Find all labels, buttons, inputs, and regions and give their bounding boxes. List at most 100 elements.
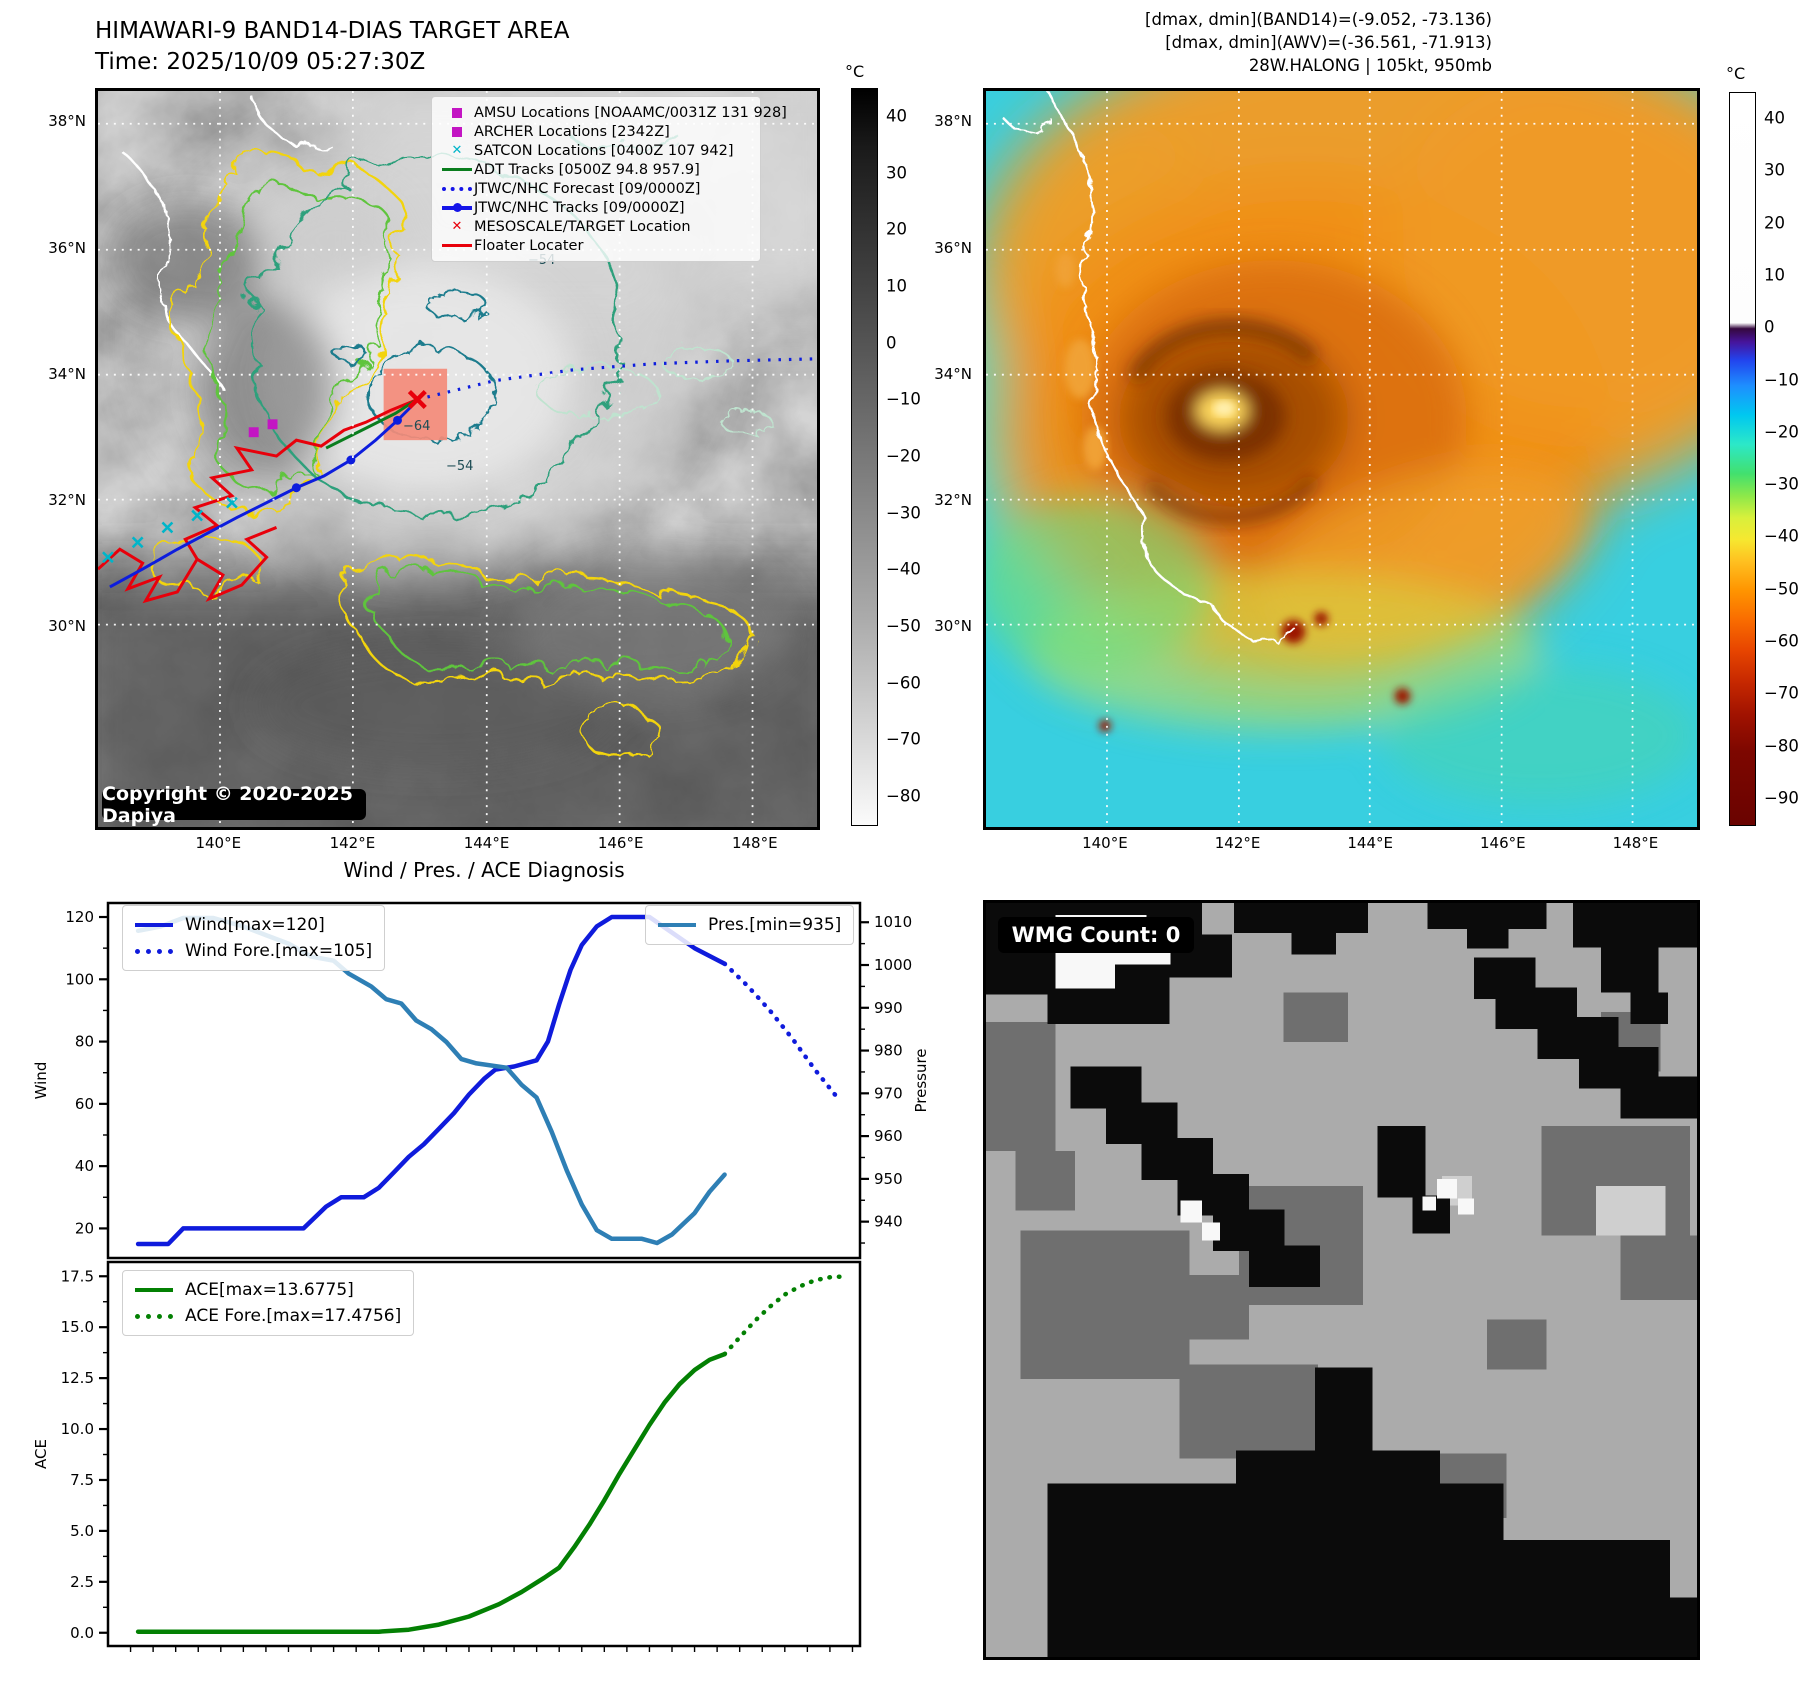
legend-label: JTWC/NHC Tracks [09/0000Z]: [474, 199, 685, 216]
cold-cloud-spots: [1099, 611, 1411, 732]
legend-item-pressure: Pres.[min=935]: [658, 912, 841, 938]
tick-label: 140°E: [195, 834, 242, 852]
contour-label: −54: [446, 459, 474, 474]
tick-label: 30: [1764, 160, 1785, 180]
wind-line-icon: [135, 923, 177, 927]
legend-label: Pres.[min=935]: [708, 915, 842, 935]
satcon-x-icon: ✕: [451, 142, 463, 158]
legend-label: ACE[max=13.6775]: [185, 1280, 354, 1300]
ace-chart: 0.0 2.5 5.0 7.5 10.0 12.5 15.0 17.5 ACE: [32, 1260, 862, 1652]
svg-text:10.0: 10.0: [61, 1420, 94, 1438]
tick-label: −60: [886, 673, 921, 693]
wind-pressure-chart: 20 40 60 80 100 120 940 950 960 970 980 990 1000 1010…: [32, 901, 930, 1260]
tick-label: 146°E: [597, 834, 644, 852]
tick-label: 30°N: [934, 616, 972, 635]
legend-label: MESOSCALE/TARGET Location: [474, 218, 691, 235]
left-map-lon-axis: 140°E 142°E 144°E 146°E 148°E: [95, 832, 820, 856]
legend-label: AMSU Locations [NOAAMC/0031Z 131 928]: [474, 104, 787, 121]
tick-label: 148°E: [731, 834, 778, 852]
jtwc-track-markers: [291, 415, 402, 493]
tick-label: −80: [886, 786, 921, 806]
tick-label: −90: [1764, 788, 1799, 808]
svg-text:120: 120: [65, 908, 94, 926]
svg-text:12.5: 12.5: [61, 1369, 94, 1387]
legend-item-wind-forecast: Wind Fore.[max=105]: [135, 938, 372, 964]
band14-satellite-panel: AMSU Locations [NOAAMC/0031Z 131 928] AR…: [95, 88, 820, 830]
svg-text:7.5: 7.5: [70, 1471, 94, 1489]
svg-text:ACE: ACE: [32, 1439, 50, 1469]
tick-label: 34°N: [934, 364, 972, 383]
storm-eye: [1213, 400, 1235, 417]
forecast-dotted-line-icon: [440, 186, 474, 191]
legend-label: ARCHER Locations [2342Z]: [474, 123, 670, 140]
tick-label: 38°N: [934, 112, 972, 131]
right-map-lat-axis: 38°N 36°N 34°N 32°N 30°N: [918, 88, 978, 830]
diagnosis-figure: Wind / Pres. / ACE Diagnosis 20 40 60 80 100…: [0, 858, 980, 1690]
contour-label: −64: [403, 419, 431, 434]
tick-label: −70: [886, 729, 921, 749]
legend-label: JTWC/NHC Forecast [09/0000Z]: [474, 180, 701, 197]
tick-label: 30°N: [48, 616, 86, 635]
svg-text:940: 940: [874, 1213, 903, 1231]
tick-label: −50: [886, 616, 921, 636]
svg-text:960: 960: [874, 1127, 903, 1145]
svg-text:1000: 1000: [874, 956, 912, 974]
jtwc-track: [109, 399, 419, 589]
svg-text:80: 80: [75, 1033, 94, 1051]
legend-item-floater: Floater Locater: [440, 236, 752, 255]
tick-label: −20: [886, 446, 921, 466]
tick-label: 146°E: [1480, 834, 1526, 852]
wind-legend: Wind[max=120] Wind Fore.[max=105]: [122, 905, 386, 971]
svg-text:5.0: 5.0: [70, 1522, 94, 1540]
adt-line-icon: [440, 168, 474, 171]
tick-label: 32°N: [48, 490, 86, 509]
awv-dmax-dmin: [dmax, dmin](AWV)=(-36.561, -71.913): [1165, 33, 1492, 52]
legend-item-mesoscale: ✕ MESOSCALE/TARGET Location: [440, 217, 752, 236]
legend-item-satcon: ✕ SATCON Locations [0400Z 107 942]: [440, 141, 752, 160]
tick-label: 38°N: [48, 112, 86, 131]
contours-green: [198, 173, 719, 665]
legend-label: Wind Fore.[max=105]: [185, 941, 373, 961]
legend-label: SATCON Locations [0400Z 107 942]: [474, 142, 734, 159]
right-map-lon-axis: 140°E 142°E 144°E 146°E 148°E: [983, 832, 1700, 856]
svg-text:60: 60: [75, 1095, 94, 1113]
tick-label: 144°E: [463, 834, 510, 852]
tick-label: 148°E: [1612, 834, 1659, 852]
svg-text:15.0: 15.0: [61, 1318, 94, 1336]
tick-label: 32°N: [934, 490, 972, 509]
stats-annotation: [dmax, dmin](BAND14)=(-9.052, -73.136) […: [1145, 8, 1492, 77]
legend-label: Floater Locater: [474, 237, 584, 254]
adt-track: [325, 399, 417, 450]
tick-label: −30: [1764, 474, 1799, 494]
tick-label: 10: [1764, 265, 1785, 285]
svg-text:950: 950: [874, 1170, 903, 1188]
right-colorbar-unit: °C: [1726, 64, 1746, 83]
tick-label: −10: [886, 389, 921, 409]
right-colorbar: [1729, 92, 1756, 826]
tick-label: −70: [1764, 683, 1799, 703]
coastline: [115, 91, 332, 390]
timestamp: Time: 2025/10/09 05:27:30Z: [95, 49, 426, 75]
ace-legend: ACE[max=13.6775] ACE Fore.[max=17.4756]: [122, 1270, 415, 1336]
svg-text:Wind: Wind: [32, 1062, 50, 1100]
amsu-square-icon: [440, 107, 474, 118]
tick-label: 0: [886, 333, 897, 353]
map-legend: AMSU Locations [NOAAMC/0031Z 131 928] AR…: [431, 96, 787, 262]
tick-label: 0: [1764, 317, 1775, 337]
map-gridlines: [98, 91, 817, 827]
tick-label: 34°N: [48, 364, 86, 383]
legend-label: ADT Tracks [0500Z 94.8 957.9]: [474, 161, 700, 178]
wmg-mask-panel: WMG Count: 0: [983, 900, 1700, 1660]
tick-label: 142°E: [329, 834, 376, 852]
tick-label: 142°E: [1214, 834, 1261, 852]
legend-item-adt: ADT Tracks [0500Z 94.8 957.9]: [440, 160, 752, 179]
title-block: HIMAWARI-9 BAND14-DIAS TARGET AREA Time:…: [95, 16, 569, 78]
wind-forecast-dots-icon: [135, 948, 177, 954]
legend-item-archer: ARCHER Locations [2342Z]: [440, 122, 752, 141]
tick-label: 30: [886, 163, 907, 183]
legend-item-forecast: JTWC/NHC Forecast [09/0000Z]: [440, 179, 752, 198]
tick-label: 140°E: [1082, 834, 1128, 852]
chart-title: Wind / Pres. / ACE Diagnosis: [343, 858, 625, 882]
floater-line-icon: [440, 244, 474, 247]
